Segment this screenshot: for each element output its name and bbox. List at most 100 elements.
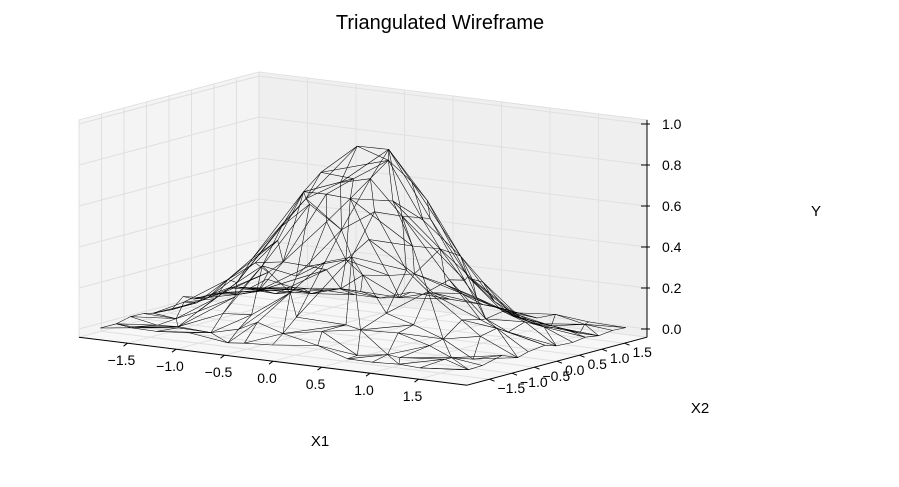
mesh-edge — [213, 287, 230, 295]
z-tick-label: 0.8 — [662, 157, 682, 173]
mesh-edge — [357, 145, 389, 150]
mesh-edge — [178, 313, 224, 327]
mesh-edge — [398, 357, 401, 365]
mesh-edge — [340, 182, 342, 230]
mesh-edge — [339, 288, 355, 295]
x-tick-label: 0.0 — [257, 370, 277, 386]
mesh-edge — [282, 324, 347, 334]
mesh-edge — [326, 193, 351, 199]
mesh-edge — [508, 331, 557, 347]
mesh-edge — [326, 221, 347, 260]
mesh-edge — [551, 314, 556, 326]
mesh-edge — [131, 327, 157, 332]
mesh-edge — [444, 358, 469, 370]
mesh-edge — [282, 333, 318, 346]
grid-line — [258, 198, 648, 248]
x-tick — [171, 348, 177, 353]
mesh-edge — [345, 259, 389, 276]
mesh-edge — [432, 292, 462, 294]
mesh-edge — [317, 345, 348, 360]
mesh-edge — [461, 319, 481, 337]
mesh-edge — [296, 261, 326, 318]
y-tick — [489, 378, 495, 382]
mesh-edge — [277, 240, 284, 262]
mesh-edge — [283, 261, 309, 267]
mesh-edge — [183, 279, 229, 303]
mesh-edge — [443, 336, 481, 340]
mesh-edge — [485, 318, 526, 323]
mesh-edge — [223, 272, 269, 293]
mesh-edge — [326, 259, 347, 270]
mesh-edge — [374, 211, 407, 271]
mesh-edge — [387, 332, 399, 355]
z-axis-label: Y — [811, 203, 821, 220]
grid-line — [258, 157, 648, 207]
mesh-edge — [401, 216, 429, 292]
mesh-edge — [214, 279, 229, 299]
mesh-edge — [419, 358, 446, 369]
mesh-edge — [116, 323, 133, 328]
mesh-edge — [347, 355, 358, 360]
mesh-edge — [388, 149, 403, 217]
mesh-edge — [229, 287, 265, 291]
mesh-edge — [414, 273, 462, 294]
mesh-edge — [429, 338, 444, 346]
mesh-edge — [511, 312, 556, 315]
mesh-edge — [345, 198, 351, 260]
mesh-edge — [350, 198, 413, 247]
mesh-edge — [370, 149, 389, 179]
mesh-edge — [227, 321, 258, 344]
mesh-edge — [290, 287, 292, 290]
mesh-edge — [266, 278, 292, 288]
mesh-edge — [305, 198, 310, 205]
mesh-edge — [296, 256, 352, 318]
grid-line — [78, 157, 260, 207]
mesh-edge — [509, 310, 513, 316]
mesh-edge — [193, 293, 240, 300]
x-tick-label: −1.5 — [108, 352, 136, 368]
mesh-edge — [303, 178, 354, 192]
mesh-edge — [320, 160, 389, 173]
mesh-edge — [443, 319, 462, 340]
z-tick-label: 1.0 — [662, 116, 682, 132]
mesh-edge — [480, 328, 498, 337]
mesh-edge — [387, 354, 400, 365]
mesh-edge — [321, 331, 358, 356]
mesh-edge — [238, 292, 291, 330]
mesh-edge — [360, 291, 381, 299]
mesh-edge — [176, 311, 198, 319]
mesh-edge — [461, 293, 493, 306]
mesh-edge — [282, 221, 327, 263]
mesh-edge — [236, 258, 253, 283]
mesh-edge — [308, 265, 327, 270]
mesh-edge — [429, 218, 465, 281]
mesh-edge — [177, 296, 235, 327]
mesh-edge — [584, 324, 613, 331]
mesh-edge — [351, 256, 387, 314]
mesh-edge — [183, 301, 197, 304]
mesh-edge — [471, 279, 477, 298]
mesh-edge — [258, 290, 276, 294]
mesh-edge — [244, 322, 258, 344]
mesh-edge — [387, 345, 430, 355]
x-axis-label: X1 — [311, 433, 329, 450]
mesh-edge — [341, 229, 352, 258]
mesh-edge — [517, 351, 529, 358]
mesh-edge — [323, 289, 355, 295]
mesh-edge — [398, 332, 444, 340]
mesh-edge — [533, 323, 552, 327]
mesh-edge — [480, 318, 486, 320]
mesh-edge — [252, 191, 304, 259]
x-tick-label: −0.5 — [205, 364, 233, 380]
mesh-edge — [473, 355, 503, 360]
mesh-edge — [291, 286, 312, 294]
mesh-edge — [443, 338, 474, 360]
mesh-edge — [269, 289, 312, 294]
mesh-edge — [429, 218, 469, 277]
mesh-edge — [351, 256, 407, 271]
y-tick-label: −0.5 — [543, 368, 571, 384]
z-tick-label: 0.2 — [662, 280, 682, 296]
x-tick-label: 1.0 — [354, 382, 374, 398]
grid-lines — [78, 75, 648, 380]
mesh-edge — [175, 301, 185, 319]
